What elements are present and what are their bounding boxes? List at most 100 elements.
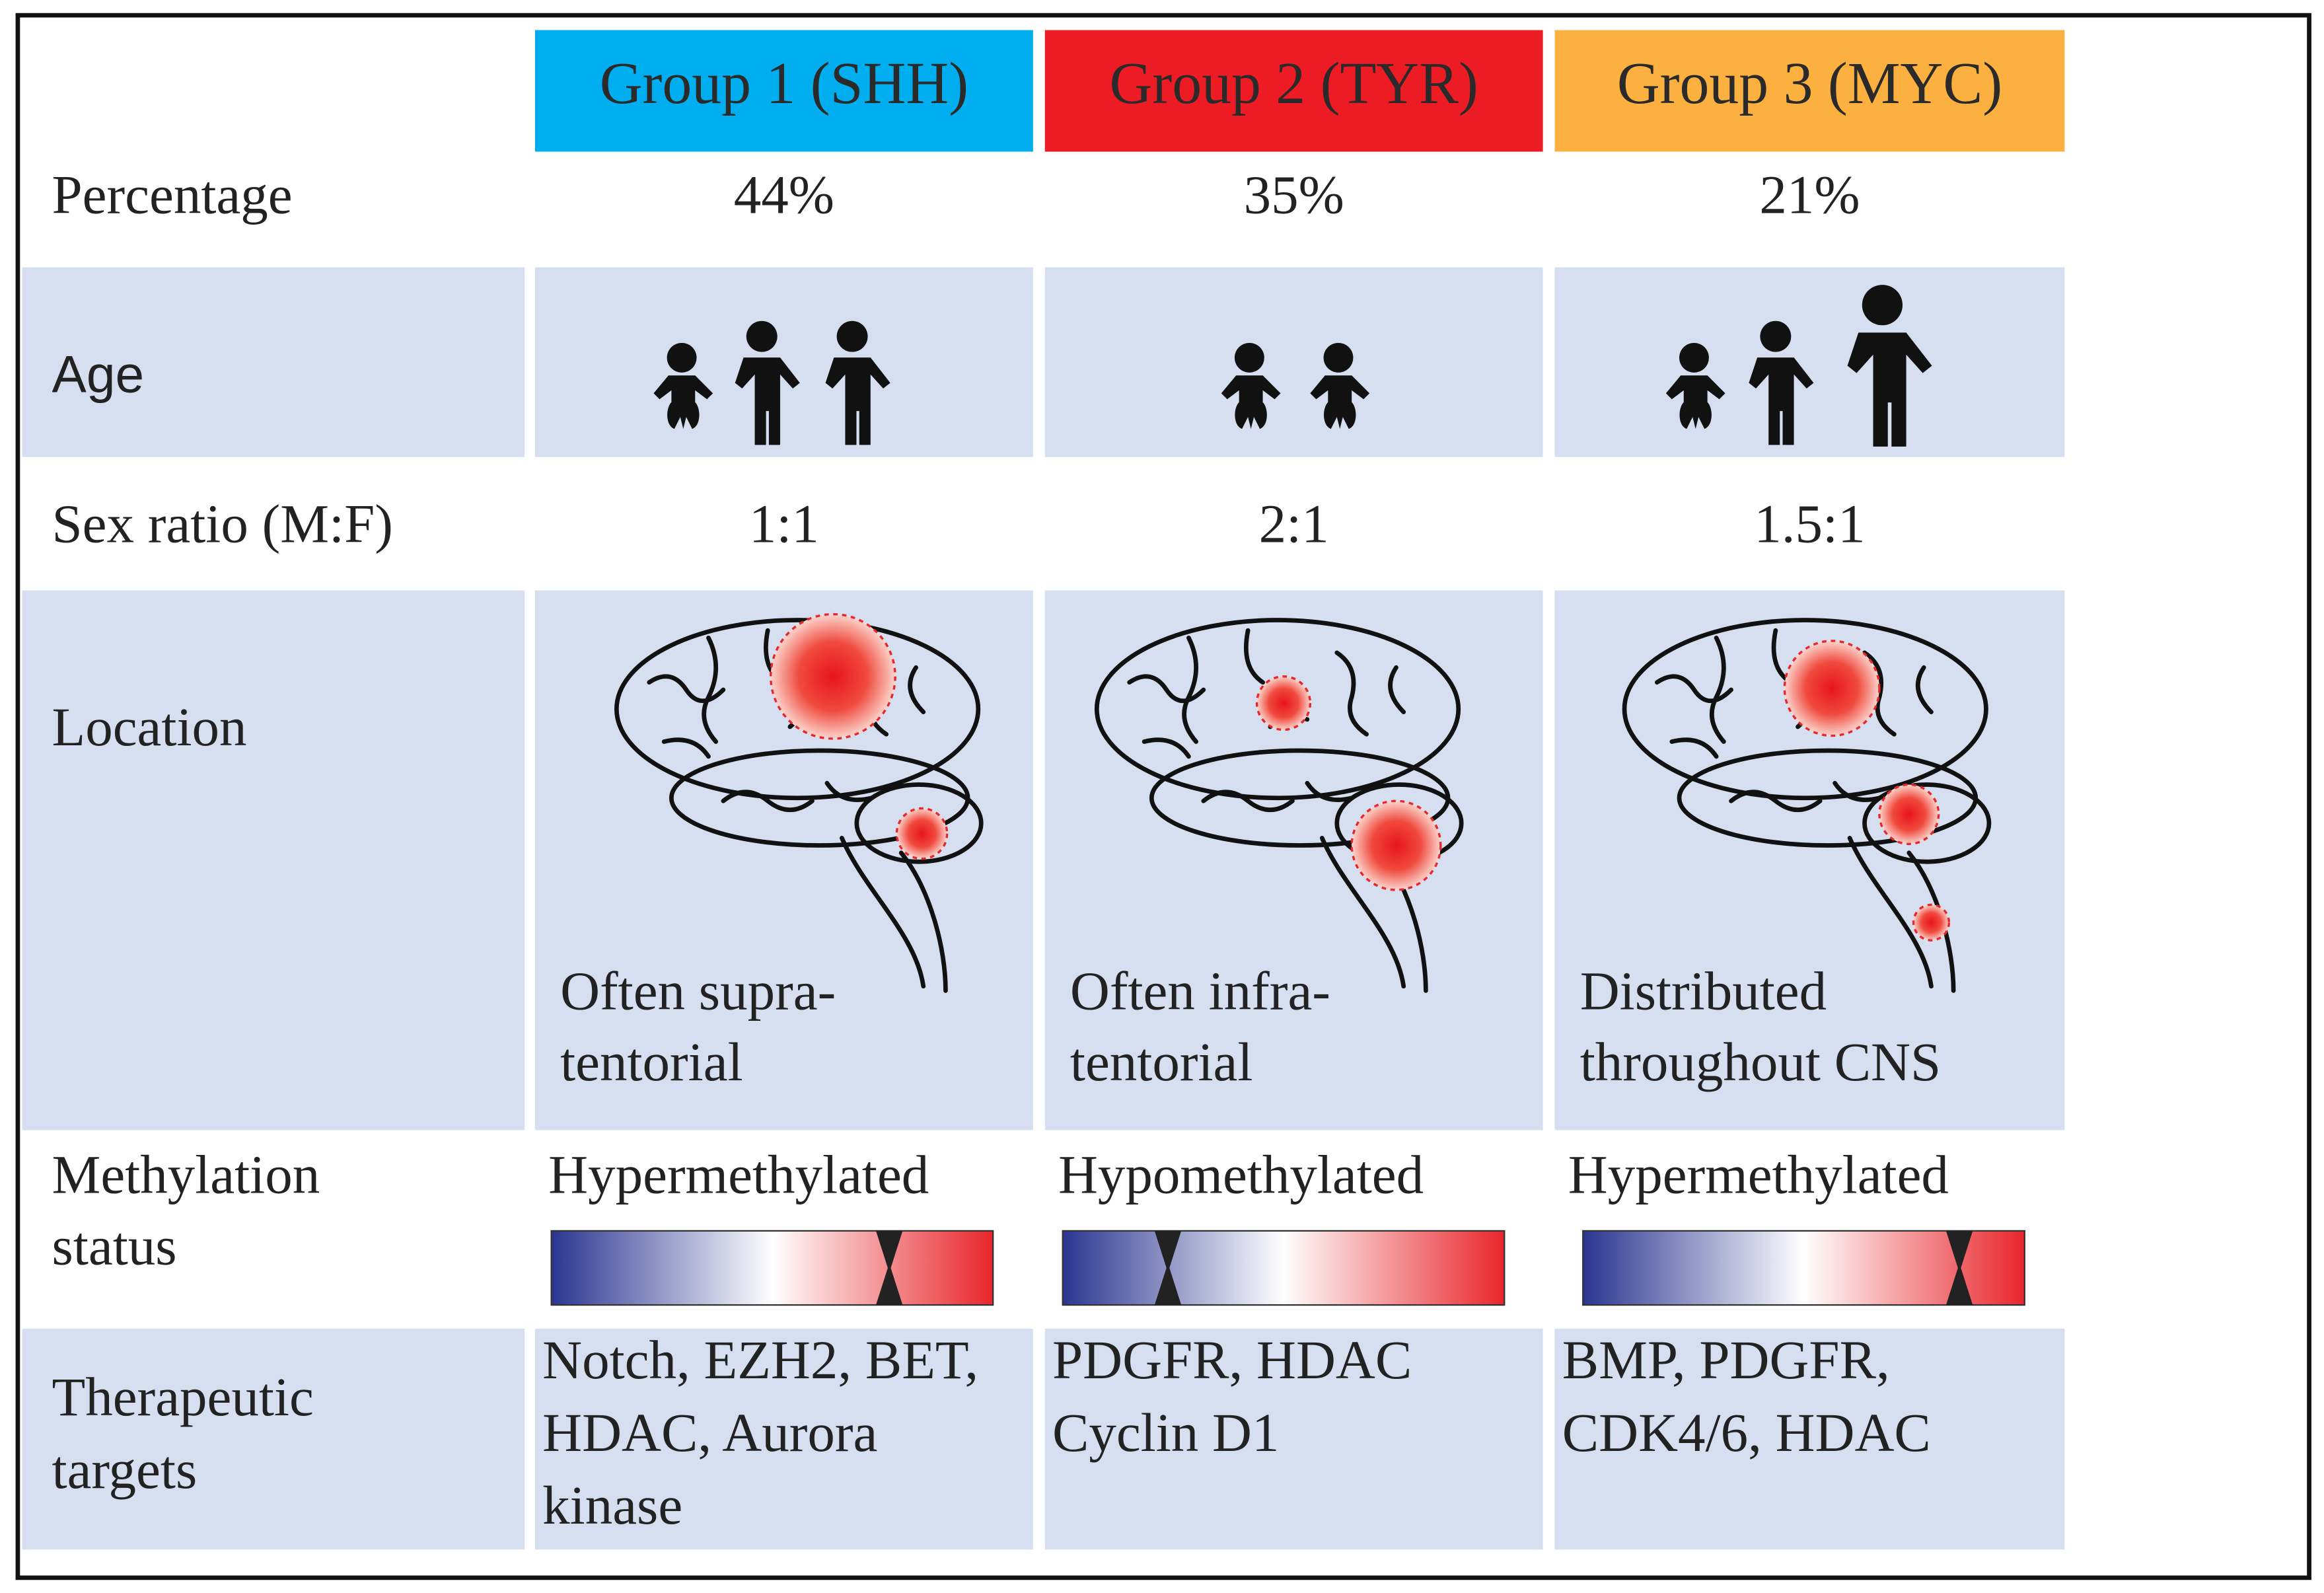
gradient-bar: [550, 1230, 994, 1306]
cell-text: 44%: [734, 165, 834, 225]
icon-body: [653, 375, 713, 429]
gyrus: [647, 674, 726, 703]
baby-icon: [1310, 342, 1370, 429]
icon-body: [1310, 375, 1370, 429]
icon-body: [1847, 332, 1932, 447]
tumor: [1783, 640, 1881, 737]
icon-body: [825, 357, 890, 445]
header-cell: [534, 30, 1033, 152]
gyrus: [661, 737, 711, 759]
cell-text: 35%: [1244, 165, 1344, 225]
gyrus: [702, 636, 719, 744]
cell-text: BMP, PDGFR,: [1562, 1329, 1890, 1390]
row-shade: [22, 1328, 525, 1550]
gyrus: [1388, 665, 1406, 714]
row-shade: [22, 590, 525, 1130]
brain-drawing: [614, 612, 984, 993]
row-label: Sex ratio (M:F): [52, 494, 393, 554]
cell-text: tentorial: [560, 1031, 743, 1092]
methylation-marker: [875, 1230, 903, 1306]
cerebrum: [1622, 618, 1988, 801]
row-label: Percentage: [52, 165, 293, 225]
gyrus: [1669, 737, 1719, 759]
cell-text: kinase: [542, 1475, 682, 1536]
row-label: Therapeutic: [52, 1366, 314, 1427]
icon-head: [1760, 320, 1792, 352]
gyrus: [1142, 737, 1191, 759]
baby-icon: [1665, 342, 1725, 429]
methylation-marker: [1945, 1230, 1973, 1306]
group-header: Group 3 (MYC): [1617, 51, 2002, 116]
tumor: [1350, 799, 1442, 891]
cell-text: 2:1: [1259, 494, 1329, 554]
icon-head: [1679, 342, 1709, 373]
icon-head: [1323, 342, 1354, 373]
icon-body: [1665, 375, 1725, 429]
tumor: [1878, 783, 1940, 845]
cell-text: Often supra-: [560, 960, 836, 1021]
baby-icon: [1221, 342, 1281, 429]
methylation-bar: [550, 1230, 994, 1306]
header-cell: [1044, 30, 1543, 152]
cell-text: Hypermethylated: [1568, 1144, 1949, 1205]
cell-shade: [534, 267, 1033, 457]
temporal-lobe: [1677, 748, 1979, 848]
gyrus: [1334, 650, 1369, 737]
row-backgrounds: [22, 267, 2065, 1550]
cerebrum: [1094, 618, 1461, 801]
cell-text: 1:1: [749, 494, 819, 554]
row-label: Age: [52, 346, 145, 404]
cell-shade: [1044, 267, 1543, 457]
gyrus: [1127, 674, 1206, 703]
icon-head: [1234, 342, 1264, 373]
methylation-marker: [1154, 1230, 1182, 1306]
temporal-lobe: [669, 748, 970, 848]
row-label: Location: [52, 696, 247, 757]
cell-text: Cyclin D1: [1052, 1402, 1280, 1463]
child-icon: [735, 320, 800, 445]
cell-text: Distributed: [1580, 960, 1827, 1021]
texts: Group 1 (SHH) Group 2 (TYR) Group 3 (MYC) P…: [52, 51, 2003, 1536]
row-label: Methylation: [52, 1144, 320, 1205]
methylation-bar: [1062, 1230, 1506, 1306]
icon-head: [667, 342, 697, 373]
row-label: targets: [52, 1439, 198, 1500]
cell-shade: [1044, 1328, 1543, 1550]
tumor: [770, 612, 896, 740]
tumor: [1912, 903, 1951, 942]
adult-icon: [1847, 285, 1932, 447]
cell-text: tentorial: [1070, 1031, 1253, 1092]
row-shade: [22, 267, 525, 457]
header-cell: [1554, 30, 2065, 152]
brain-drawing: [1622, 618, 1992, 993]
group-header: Group 2 (TYR): [1110, 51, 1478, 116]
gradient-bar: [1062, 1230, 1506, 1306]
cerebellum: [854, 782, 984, 864]
cell-text: 1.5:1: [1754, 494, 1865, 554]
cell-text: HDAC, Aurora: [542, 1402, 877, 1463]
cell-text: PDGFR, HDAC: [1052, 1329, 1412, 1390]
icon-head: [836, 320, 868, 352]
gyrus: [1201, 790, 1295, 812]
gyrus: [1862, 650, 1897, 737]
gyrus: [1655, 674, 1733, 703]
cell-text: Hypomethylated: [1058, 1144, 1424, 1205]
brain-drawing: [1094, 618, 1464, 993]
gyrus: [1833, 780, 1882, 802]
gyrus: [1182, 636, 1198, 744]
illustrations: [550, 285, 2025, 1306]
icon-body: [1749, 357, 1814, 445]
group-header: Group 1 (SHH): [600, 51, 968, 116]
gyrus: [1710, 636, 1726, 744]
child-icon: [825, 320, 890, 445]
gyrus: [1305, 780, 1354, 802]
cell-shade: [534, 1328, 1033, 1550]
baby-icon: [653, 342, 713, 429]
child-icon: [1749, 320, 1814, 445]
cerebrum: [614, 618, 981, 801]
cell-text: Hypermethylated: [548, 1144, 929, 1205]
gyrus: [1729, 790, 1823, 812]
cell-text: 21%: [1759, 165, 1860, 225]
tumor: [895, 807, 949, 860]
